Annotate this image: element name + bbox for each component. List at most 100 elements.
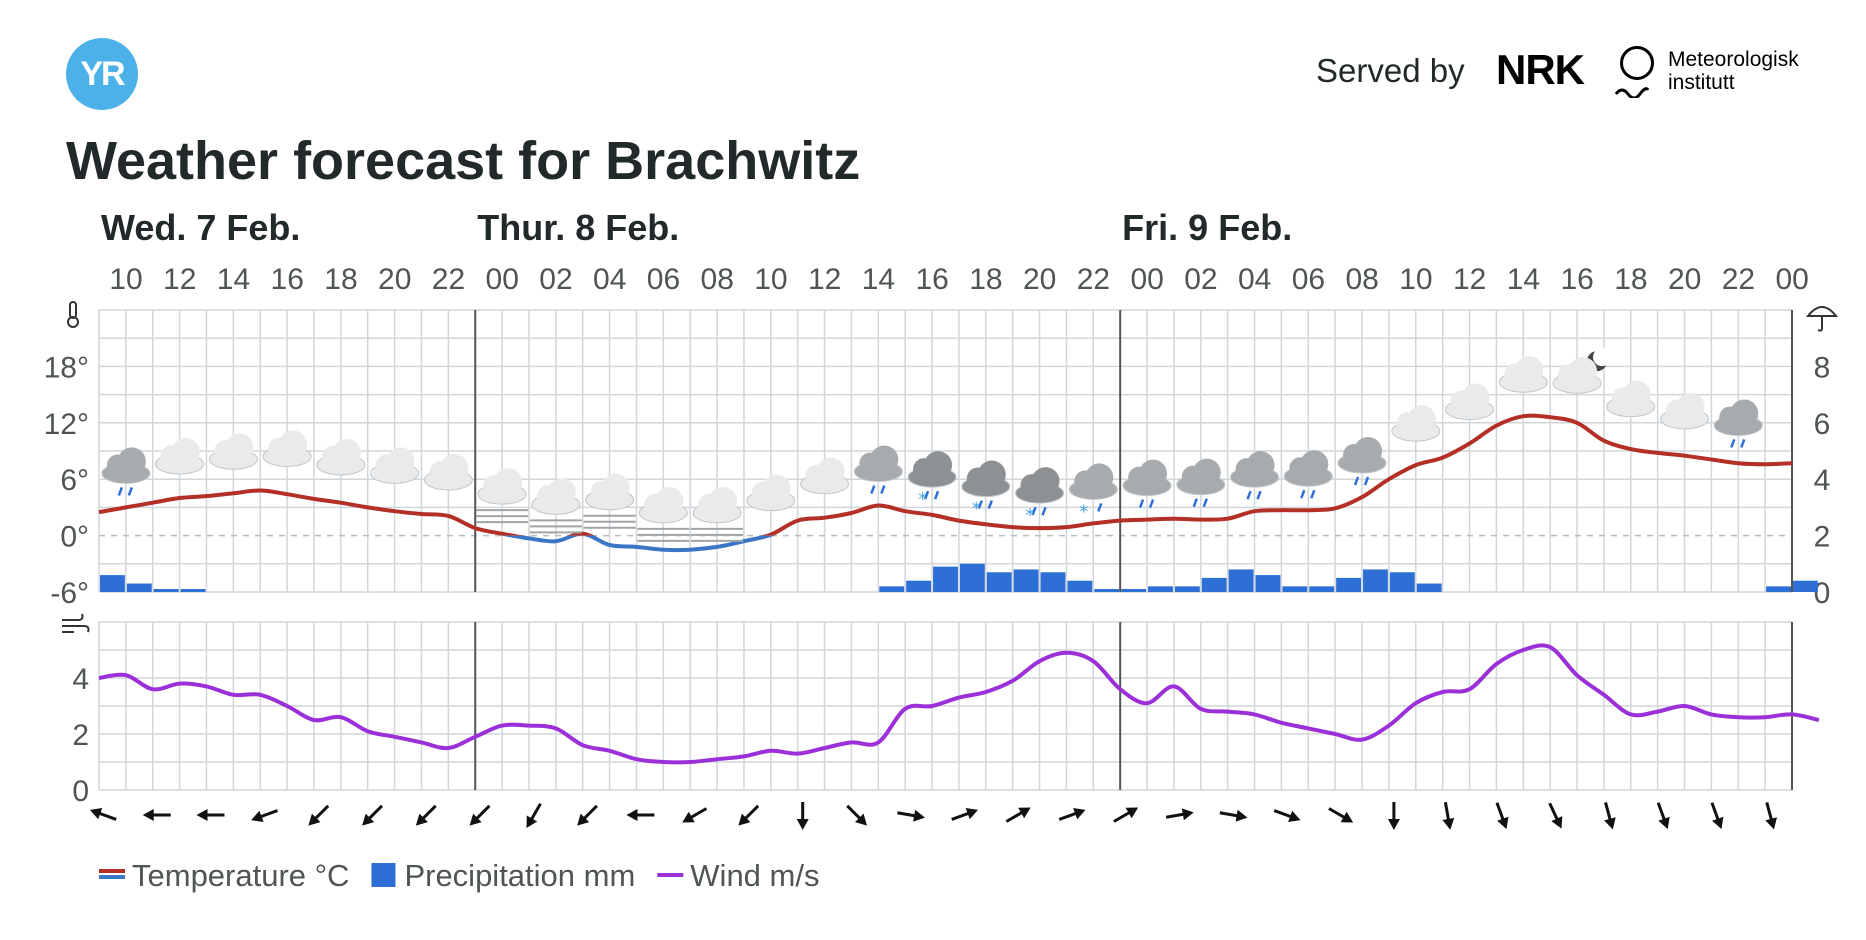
- hour-tick-label: 16: [271, 263, 304, 296]
- arrow-head: [1497, 816, 1509, 830]
- fog-symbol-icon: [691, 486, 744, 542]
- served-by-label: Served by: [1316, 52, 1465, 89]
- precip-bar: [180, 589, 206, 592]
- rain-symbol-icon: [1122, 459, 1172, 509]
- precip-bar: [1282, 586, 1308, 592]
- arrow-head: [1765, 817, 1777, 830]
- legend-item-temp: Temperature °C: [99, 858, 349, 893]
- hour-tick-label: 06: [647, 263, 680, 296]
- rain-drop: [1353, 476, 1360, 486]
- precip-tick-label: 6: [1814, 408, 1831, 441]
- cloud-symbol-icon: [1445, 383, 1495, 420]
- cloud-puff: [1192, 458, 1221, 487]
- nrk-logo[interactable]: NRK: [1496, 46, 1585, 93]
- rain-symbol-icon: [1176, 458, 1226, 508]
- wind-direction-arrow-icon: [1113, 807, 1139, 823]
- met-logo[interactable]: Meteorologisk institutt: [1668, 48, 1799, 94]
- wind-direction-arrow-icon: [1765, 802, 1777, 830]
- arrow-head: [469, 813, 482, 826]
- wind-direction-arrow-icon: [846, 804, 868, 826]
- legend-label: Wind m/s: [690, 858, 819, 893]
- cloud-puff: [1354, 437, 1383, 466]
- cloud-symbol-icon: [370, 447, 420, 484]
- legend-item-precip: Precipitation mm: [371, 858, 635, 893]
- wind-direction-arrow-icon: [626, 809, 655, 821]
- rain-drop: [117, 486, 124, 496]
- precip-bar: [933, 566, 958, 592]
- precip-bar: [100, 575, 125, 592]
- thermometer-icon: [67, 301, 79, 328]
- cloud-puff: [762, 474, 791, 503]
- hour-tick-label: 18: [1614, 263, 1647, 296]
- umbrella-canopy: [1805, 306, 1839, 317]
- rain-drop: [1031, 506, 1037, 516]
- rain-drop: [880, 485, 886, 494]
- hour-tick-label: 08: [701, 263, 734, 296]
- arrow-head: [1125, 807, 1139, 819]
- cloud-puff: [117, 447, 146, 476]
- hour-tick-label: 04: [1238, 263, 1271, 296]
- cloud-puff: [709, 486, 738, 515]
- cloud-puff: [440, 453, 469, 482]
- cloud-symbol-icon: [800, 457, 850, 495]
- precip-bar: [959, 563, 985, 592]
- wind-direction-arrow-icon: [1005, 807, 1031, 823]
- legend-item-wind: Wind m/s: [657, 858, 819, 893]
- cloud-puff: [171, 438, 200, 466]
- wind-direction-arrow-icon: [1058, 807, 1086, 821]
- rain-symbol-icon: [853, 445, 903, 494]
- arrow-head: [89, 807, 103, 820]
- hour-tick-label: 02: [1184, 263, 1217, 296]
- wind-icon: [62, 613, 90, 633]
- cloud-puff: [924, 451, 953, 480]
- arrow-head: [682, 811, 695, 823]
- temp-tick-label: 0°: [60, 521, 89, 554]
- wind-direction-arrow-icon: [1273, 809, 1301, 823]
- wind-direction-arrow-icon: [1442, 801, 1455, 830]
- arrow-head: [196, 809, 208, 821]
- arrow-head: [1181, 808, 1194, 821]
- hour-tick-label: 20: [1023, 263, 1056, 296]
- cloud-symbol-icon: [316, 438, 366, 476]
- snow-flake: *: [1026, 505, 1035, 526]
- wind-direction-arrow-icon: [362, 804, 383, 826]
- cloud-puff: [1515, 356, 1544, 385]
- arrow-head: [1235, 809, 1248, 822]
- rain-drop: [1256, 490, 1262, 500]
- rain-drop: [1148, 499, 1155, 509]
- precip-bar: [1363, 569, 1388, 592]
- precip-bar: [906, 580, 932, 592]
- sleet-symbol-icon: *: [907, 451, 957, 510]
- arrow-head: [577, 813, 590, 826]
- thermometer-bulb: [67, 316, 79, 328]
- rain-drop: [1740, 439, 1746, 448]
- arrow-head: [251, 810, 264, 823]
- cloud-puff: [1407, 405, 1436, 434]
- precip-tick-label: 2: [1814, 521, 1831, 554]
- hour-tick-label: 14: [217, 263, 250, 296]
- hour-tick-label: 16: [1560, 263, 1593, 296]
- arrow-head: [965, 807, 979, 820]
- cloud-puff: [547, 478, 576, 507]
- precip-bar: [126, 583, 152, 592]
- met-logo-line2: institutt: [1668, 71, 1735, 94]
- cloud-symbol-icon: [208, 433, 258, 470]
- arrow-head: [1551, 816, 1563, 829]
- wind-arrows: [89, 801, 1777, 830]
- rain-drop: [1192, 498, 1198, 508]
- wind-direction-arrow-icon: [1219, 809, 1248, 822]
- wind-direction-arrow-icon: [897, 809, 925, 822]
- umbrella-handle: [1817, 316, 1823, 332]
- cloud-puff: [1085, 463, 1114, 492]
- yr-logo[interactable]: YR: [66, 38, 138, 110]
- cloud-puff: [1461, 383, 1490, 412]
- hour-tick-label: 10: [754, 263, 787, 296]
- snow-flake: *: [972, 499, 981, 520]
- arrow-head: [362, 813, 375, 826]
- fog-symbol-icon: [529, 478, 582, 534]
- yr-logo-text: YR: [80, 54, 125, 93]
- fog-symbol-icon: [476, 468, 529, 524]
- hour-tick-label: 22: [1077, 263, 1110, 296]
- weather-symbols: * * * *: [101, 348, 1763, 542]
- thermometer-tube: [69, 301, 77, 319]
